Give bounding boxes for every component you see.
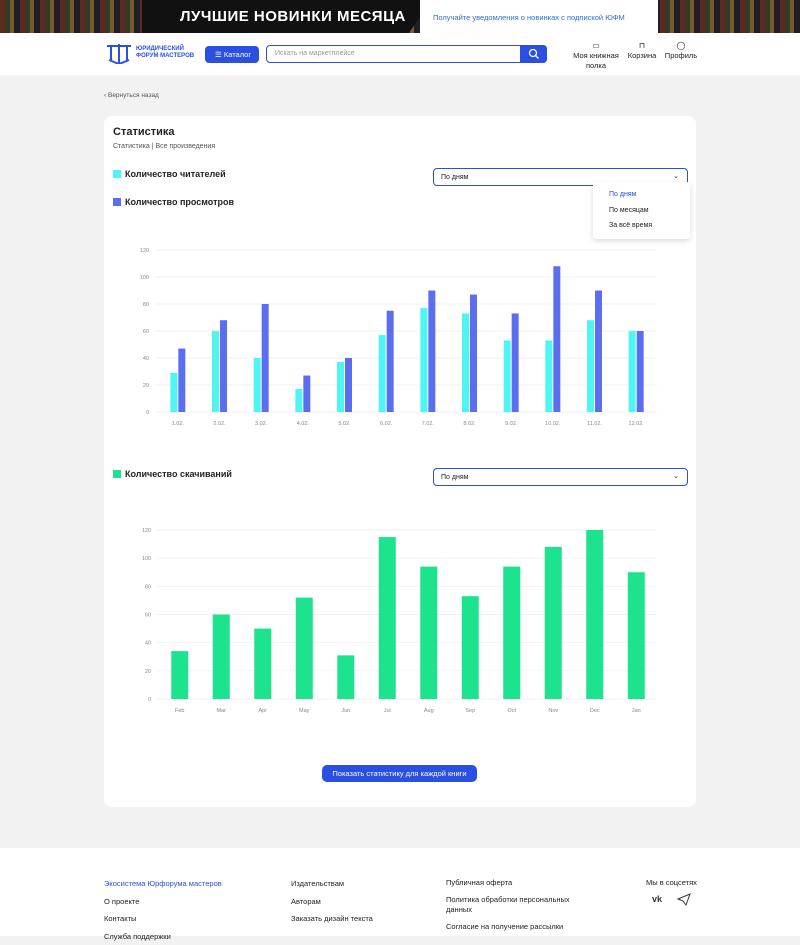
crumb[interactable]: Статистика bbox=[113, 143, 150, 150]
menu-option[interactable]: По дням bbox=[609, 191, 636, 198]
select-value: По дням bbox=[441, 474, 468, 481]
nav-label: Моя книжная полка bbox=[572, 51, 620, 71]
social-title: Мы в соцсетях bbox=[646, 878, 697, 887]
logo-icon bbox=[105, 42, 133, 64]
footer-link[interactable]: Контакты bbox=[104, 910, 222, 928]
nav-label: Корзина bbox=[624, 51, 660, 61]
svg-text:vk: vk bbox=[652, 894, 663, 904]
back-label: Вернуться назад bbox=[108, 92, 159, 99]
search-placeholder: Искать на маркетплейсе bbox=[275, 50, 355, 57]
footer-link[interactable]: О проекте bbox=[104, 893, 222, 911]
banner-headline: ЛУЧШИЕ НОВИНКИ МЕСЯЦА bbox=[180, 8, 406, 25]
social-icons[interactable]: vk bbox=[650, 892, 695, 906]
search-box[interactable]: Искать на маркетплейсе bbox=[266, 45, 547, 63]
crumb[interactable]: Все произведения bbox=[155, 143, 215, 150]
banner[interactable]: ЛУЧШИЕ НОВИНКИ МЕСЯЦА Получайте уведомле… bbox=[0, 0, 800, 33]
nav-shelf[interactable]: ▭Моя книжная полка bbox=[572, 41, 620, 71]
search-button[interactable] bbox=[520, 45, 547, 63]
catalog-button[interactable]: ☰ Каталог bbox=[205, 46, 259, 63]
back-link[interactable]: ‹ Вернуться назад bbox=[104, 92, 159, 99]
breadcrumb: Статистика | Все произведения bbox=[113, 143, 215, 150]
search-icon bbox=[520, 45, 547, 63]
banner-promo: Получайте уведомления о новинках с подпи… bbox=[433, 13, 625, 22]
period-select[interactable]: По дням⌄ bbox=[433, 468, 688, 486]
logo-line: ФОРУМ МАСТЕРОВ bbox=[136, 53, 194, 60]
select-value: По дням bbox=[441, 174, 468, 181]
footer-link[interactable]: Служба поддержки bbox=[104, 928, 222, 945]
logo-line: ЮРИДИЧЕСКИЙ bbox=[136, 46, 194, 53]
nav-profile[interactable]: ◯Профиль bbox=[663, 41, 699, 61]
period-menu: По дням По месяцам За всё время bbox=[593, 182, 690, 239]
footer-link[interactable]: Издательствам bbox=[291, 875, 373, 893]
footer-link[interactable]: Экосистема Юрфорума мастеров bbox=[104, 875, 222, 893]
menu-option[interactable]: По месяцам bbox=[609, 207, 649, 214]
footer-link[interactable]: Публичная оферта bbox=[446, 878, 576, 888]
nav-label: Профиль bbox=[663, 51, 699, 61]
footer-link[interactable]: Заказать дизайн текста bbox=[291, 910, 373, 928]
nav-cart[interactable]: ⊓Корзина bbox=[624, 41, 660, 61]
footer-col: Публичная оферта Политика обработки персо… bbox=[446, 875, 576, 932]
card-title: Статистика bbox=[113, 126, 175, 138]
footer-link[interactable]: Политика обработки персональных данных bbox=[446, 895, 576, 915]
footer-link[interactable]: Авторам bbox=[291, 893, 373, 911]
show-stats-button[interactable]: Показать статистику для каждой книги bbox=[322, 765, 477, 782]
catalog-label: Каталог bbox=[224, 50, 251, 59]
menu-option[interactable]: За всё время bbox=[609, 222, 652, 229]
footer-link[interactable]: Согласие на получение рассылки bbox=[446, 922, 576, 932]
